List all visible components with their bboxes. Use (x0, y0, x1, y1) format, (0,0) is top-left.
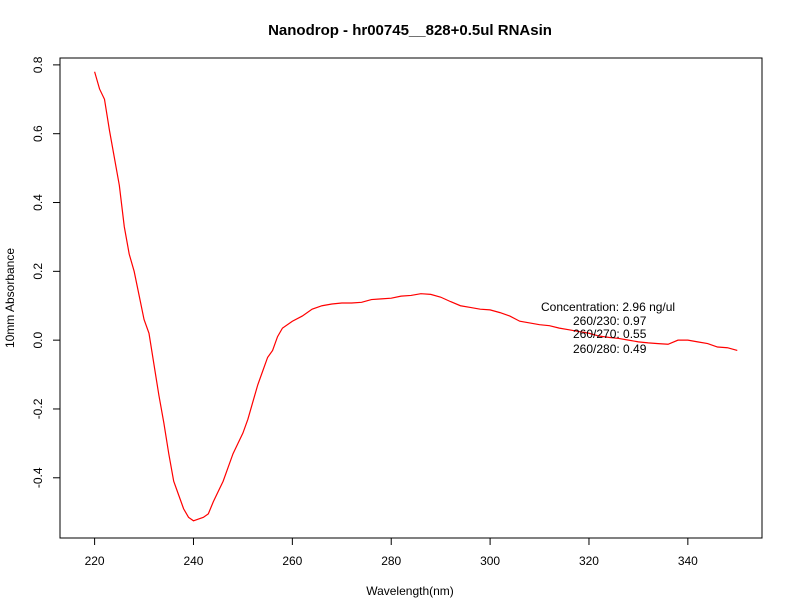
plot-area (94, 71, 738, 522)
annotation-ratio-260-270: 260/270: 0.55 (573, 327, 647, 341)
x-tick-label: 280 (381, 554, 401, 568)
x-axis: 220 240 260 280 300 320 340 (85, 537, 698, 568)
annotation-block: Concentration: 2.96 ng/ul 260/230: 0.97 … (541, 300, 675, 356)
x-tick-label: 300 (480, 554, 500, 568)
y-axis: -0.4 -0.2 0.0 0.2 0.4 0.6 0.8 (31, 56, 61, 488)
y-tick-label: 0.6 (31, 125, 45, 142)
y-tick-label: 0.0 (31, 331, 45, 348)
annotation-ratio-260-230: 260/230: 0.97 (573, 314, 647, 328)
y-tick-label: 0.4 (31, 194, 45, 211)
x-tick-label: 320 (579, 554, 599, 568)
x-tick-label: 260 (282, 554, 302, 568)
plot-frame (59, 57, 763, 539)
x-axis-label: Wavelength(nm) (366, 584, 454, 598)
y-tick-label: -0.2 (31, 398, 45, 419)
y-tick-label: -0.4 (31, 467, 45, 488)
annotation-ratio-260-280: 260/280: 0.49 (573, 342, 647, 356)
absorbance-series-line (94, 71, 738, 522)
y-tick-label: 0.2 (31, 263, 45, 280)
x-tick-label: 240 (183, 554, 203, 568)
x-tick-label: 340 (678, 554, 698, 568)
chart-title: Nanodrop - hr00745__828+0.5ul RNAsin (268, 22, 552, 39)
y-axis-label: 10mm Absorbance (3, 248, 17, 348)
x-tick-label: 220 (85, 554, 105, 568)
annotation-concentration: Concentration: 2.96 ng/ul (541, 300, 675, 314)
y-tick-label: 0.8 (31, 56, 45, 73)
